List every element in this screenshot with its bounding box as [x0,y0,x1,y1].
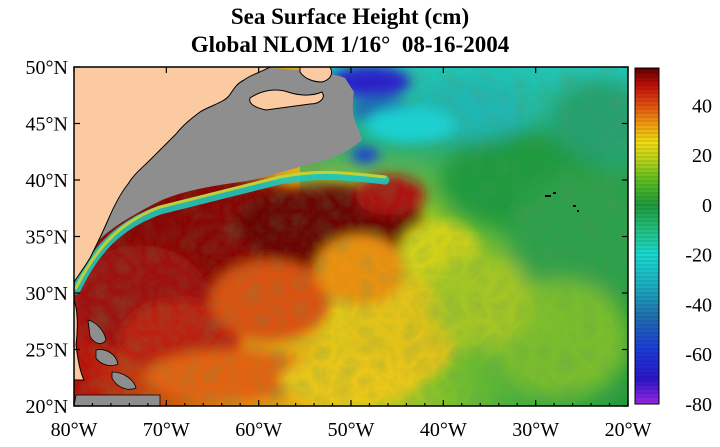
bahamas-banks [74,319,161,406]
axis-ticks [73,66,629,407]
nova-scotia [249,89,324,111]
newfoundland [299,67,333,83]
azores-islands [545,192,579,212]
longitude-label: 50°W [328,419,375,441]
colorbar: 40 20 0 -20 -40 -60 -80 [634,67,712,416]
colorbar-tick-label: -60 [685,344,712,366]
latitude-axis: 50°N 45°N 40°N 35°N 30°N 25°N 20°N [26,57,68,418]
latitude-label: 50°N [26,57,68,79]
colorbar-tick-label: 20 [692,145,712,167]
latitude-label: 20°N [26,396,68,418]
latitude-label: 30°N [26,283,68,305]
latitude-label: 35°N [26,227,68,249]
map-subtitle: Global NLOM 1/16° 08-16-2004 [190,32,510,57]
map-title: Sea Surface Height (cm) [230,4,470,29]
colorbar-tick-label: 0 [702,195,712,217]
longitude-axis: 80°W 70°W 60°W 50°W 40°W 30°W 20°W [51,419,652,441]
latitude-label: 40°N [26,170,68,192]
longitude-label: 70°W [143,419,190,441]
florida [74,299,85,381]
cold-slope-water [330,67,455,163]
map-panel [74,67,628,406]
latitude-label: 25°N [26,340,68,362]
longitude-label: 60°W [235,419,282,441]
longitude-label: 80°W [51,419,98,441]
colorbar-tick-label: -80 [685,394,712,416]
longitude-label: 20°W [605,419,652,441]
gulf-stream-edge [74,170,387,290]
colorbar-bands [635,68,659,404]
longitude-label: 40°W [420,419,467,441]
north-american-coast [74,67,271,283]
colorbar-labels: 40 20 0 -20 -40 -60 -80 [685,95,712,416]
colorbar-tick-label: -40 [685,294,712,316]
longitude-label: 30°W [512,419,559,441]
latitude-label: 45°N [26,114,68,136]
colorbar-tick-label: -20 [685,245,712,267]
colorbar-tick-label: 40 [692,95,712,117]
